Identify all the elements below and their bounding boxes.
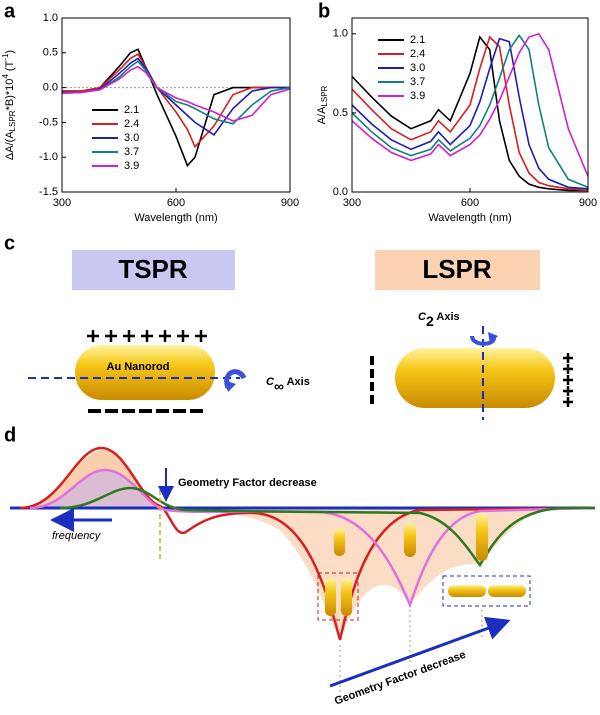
legend-label: 2.1 bbox=[124, 104, 139, 116]
x-tick-label: 900 bbox=[281, 197, 299, 209]
minus-sign bbox=[370, 356, 374, 365]
x-tick-label: 900 bbox=[579, 197, 597, 209]
note: frequency bbox=[52, 530, 102, 542]
plus-sign bbox=[177, 330, 189, 342]
box bbox=[442, 575, 531, 607]
x-tick-label: 600 bbox=[167, 197, 185, 209]
series-line bbox=[351, 33, 589, 189]
rod-icon bbox=[334, 528, 345, 556]
panel-label: c bbox=[4, 232, 15, 254]
minus-sign bbox=[370, 369, 374, 378]
x-tick-label: 600 bbox=[461, 197, 479, 209]
plus-sign bbox=[563, 375, 573, 385]
plus-sign bbox=[141, 330, 153, 342]
tspr-label: TSPR bbox=[118, 254, 188, 284]
legend-label: 2.1 bbox=[410, 34, 425, 46]
arrow bbox=[329, 616, 511, 688]
plus-sign bbox=[123, 330, 135, 342]
plus-sign bbox=[563, 353, 573, 363]
legend-label: 3.7 bbox=[410, 76, 425, 88]
series-line bbox=[62, 57, 290, 136]
y-tick-label: 1.0 bbox=[333, 28, 348, 40]
nanorod bbox=[75, 345, 215, 400]
axis-label: C2 Axis bbox=[418, 311, 460, 329]
plus-sign bbox=[87, 330, 99, 342]
plus-sign bbox=[563, 386, 573, 396]
series-line bbox=[62, 48, 290, 168]
y-axis-label: A/ALSPR bbox=[316, 85, 329, 124]
series-line bbox=[351, 37, 589, 190]
series-line bbox=[351, 32, 589, 177]
lspr-label: LSPR bbox=[422, 254, 492, 284]
plus-sign bbox=[195, 330, 207, 342]
series-line bbox=[351, 35, 589, 192]
x-axis-label: Wavelength (nm) bbox=[134, 212, 217, 224]
rod-icon bbox=[404, 523, 416, 557]
legend-label: 2.4 bbox=[410, 48, 425, 60]
y-tick-label: -1.0 bbox=[39, 151, 58, 163]
y-tick-label: 1.0 bbox=[43, 12, 58, 24]
y-tick-label: -0.5 bbox=[39, 116, 58, 128]
minus-sign bbox=[190, 409, 203, 413]
minus-sign bbox=[370, 382, 374, 391]
x-tick-label: 300 bbox=[343, 197, 361, 209]
charts: 2.1 2.4 3.0 3.7 3.9 -1.5 -1.0 -0.5 0.0 0.5 1.0 300 6… bbox=[39, 12, 597, 224]
series-line bbox=[62, 53, 290, 149]
y-tick-label: 0.0 bbox=[333, 186, 348, 198]
rod-icon bbox=[488, 585, 526, 597]
y-tick-label: -1.5 bbox=[39, 186, 58, 198]
series-line bbox=[351, 35, 588, 192]
legend-label: 3.0 bbox=[124, 132, 139, 144]
minus-sign bbox=[370, 395, 374, 404]
charges bbox=[87, 330, 573, 413]
minus-sign bbox=[156, 409, 169, 413]
panel-label: d bbox=[4, 424, 16, 446]
x-tick-label: 300 bbox=[53, 197, 71, 209]
minus-sign bbox=[139, 409, 152, 413]
nanorod bbox=[395, 348, 555, 408]
tspr-box bbox=[72, 250, 235, 290]
box bbox=[317, 572, 359, 621]
rotation-arrow bbox=[488, 332, 498, 344]
minus-sign bbox=[88, 409, 101, 413]
lspr-box bbox=[375, 250, 540, 290]
legend-label: 3.9 bbox=[124, 160, 139, 172]
minus-sign bbox=[173, 409, 186, 413]
x-axis-label: Wavelength (nm) bbox=[428, 212, 511, 224]
rod-icon bbox=[325, 578, 336, 616]
note: Geometry Factor decrease bbox=[178, 477, 317, 489]
series-line bbox=[61, 65, 291, 122]
panel-label: a bbox=[4, 0, 16, 22]
rotation-arrow bbox=[224, 380, 236, 392]
rod-icon bbox=[448, 585, 486, 597]
y-tick-label: 0.0 bbox=[43, 82, 58, 94]
minus-sign bbox=[105, 409, 118, 413]
series-line bbox=[61, 60, 291, 125]
rod-label: Au Nanorod bbox=[107, 361, 170, 373]
curve bbox=[59, 486, 595, 568]
plus-sign bbox=[159, 330, 171, 342]
rod-icon bbox=[476, 513, 488, 561]
shade bbox=[30, 470, 160, 508]
plus-sign bbox=[563, 364, 573, 374]
y-tick-label: 0.5 bbox=[43, 47, 58, 59]
legend-label: 3.7 bbox=[124, 146, 139, 158]
panel-label: b bbox=[318, 0, 330, 22]
legend-label: 3.9 bbox=[410, 90, 425, 102]
y-tick-label: 0.5 bbox=[333, 107, 348, 119]
y-axis-label: ΔA/(ALSPR*B)*104 (T-1) bbox=[1, 50, 17, 160]
plus-sign bbox=[563, 397, 573, 407]
legend-label: 2.4 bbox=[124, 118, 139, 130]
axis-label: C∞ Axis bbox=[266, 376, 310, 394]
legend-label: 3.0 bbox=[410, 62, 425, 74]
rod-icon bbox=[341, 578, 352, 616]
minus-sign bbox=[122, 409, 135, 413]
plus-sign bbox=[105, 330, 117, 342]
